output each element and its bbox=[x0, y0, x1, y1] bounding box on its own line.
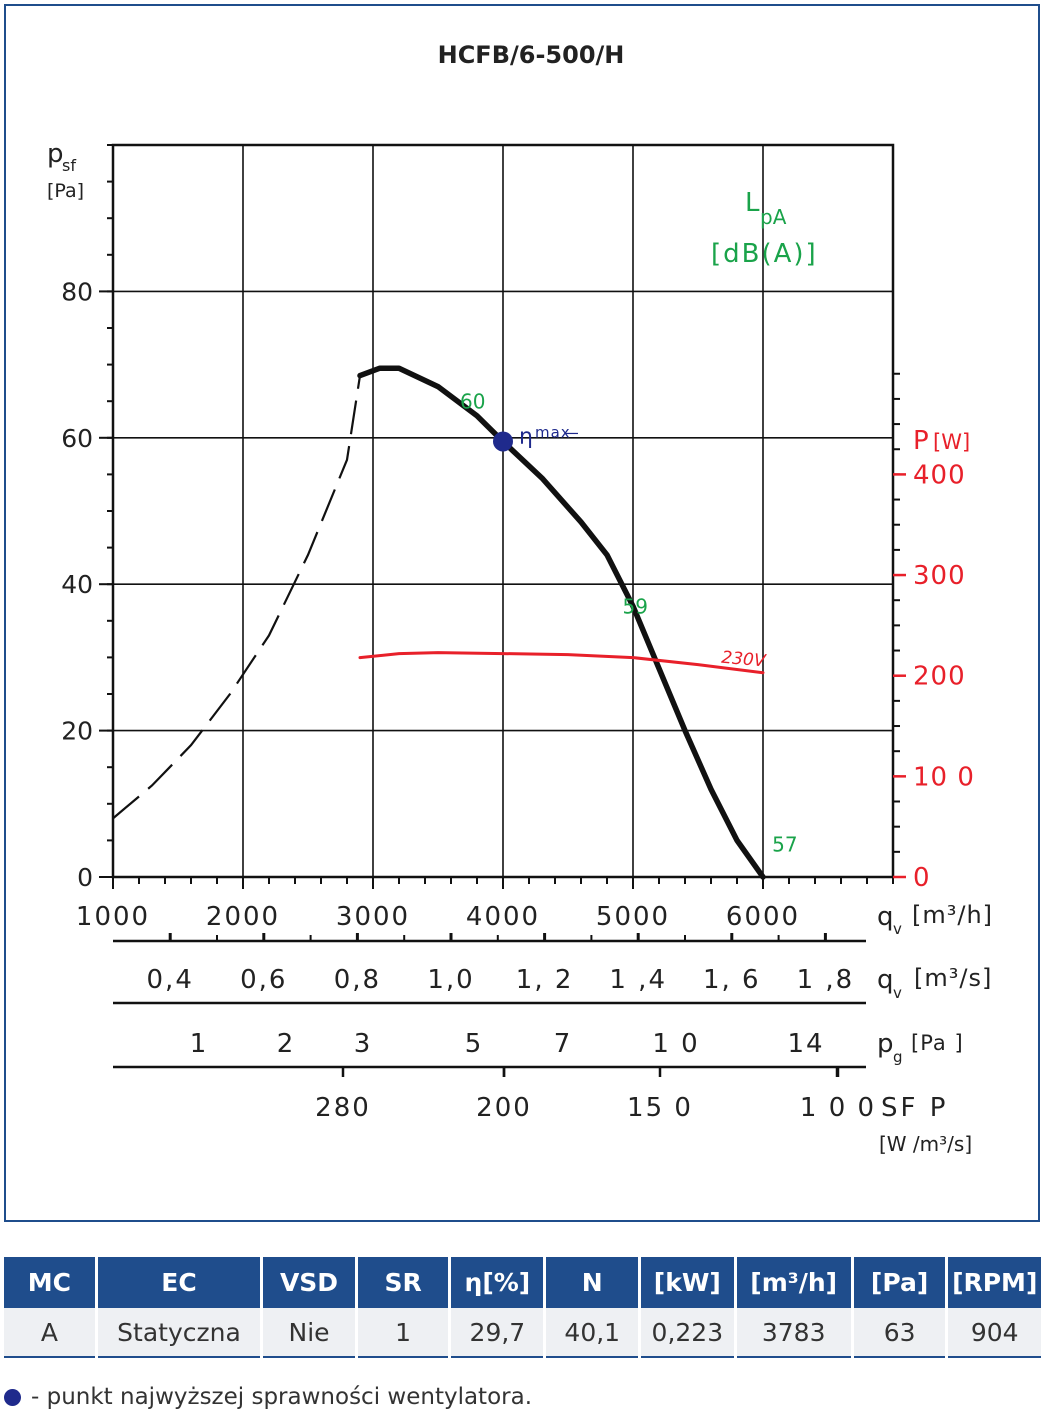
header-pa: [Pa] bbox=[852, 1257, 949, 1308]
x-tick-label: 4000 bbox=[466, 902, 540, 932]
x-tick-label: 6000 bbox=[726, 902, 800, 932]
x-tick-label: 5000 bbox=[596, 902, 670, 932]
extra-axis-unit: [W /m³/s] bbox=[879, 1132, 972, 1156]
chart-title: HCFB/6-500/H bbox=[438, 41, 625, 69]
unstable-curve bbox=[112, 375, 362, 820]
power-tick-label: 200 bbox=[913, 662, 966, 692]
extra-axis-tick-label: 1 bbox=[190, 1029, 209, 1059]
chart-frame bbox=[4, 4, 1040, 1222]
extra-axis-unit: [Pa ] bbox=[911, 1031, 964, 1055]
noise-value-label: 60 bbox=[460, 390, 485, 414]
cell-vsd: Nie bbox=[261, 1308, 358, 1358]
header-mc: MC bbox=[4, 1257, 98, 1308]
extra-axis-tick-label: 1, 6 bbox=[703, 965, 761, 995]
eta-max-label: η bbox=[519, 424, 533, 449]
cell-pa: 63 bbox=[852, 1308, 949, 1358]
cell-rpm: 904 bbox=[946, 1308, 1041, 1358]
eta-max-label-sub: max bbox=[535, 423, 571, 441]
eta-max-legend-icon bbox=[4, 1388, 21, 1406]
table-row: A Statyczna Nie 1 29,7 40,1 0,223 3783 6… bbox=[4, 1308, 1041, 1358]
extra-axis-label: q bbox=[877, 965, 894, 995]
y-tick-label: 0 bbox=[77, 863, 93, 892]
extra-axis-tick-label: 0,8 bbox=[334, 965, 381, 995]
x-axis-unit: [m³/h] bbox=[912, 901, 993, 929]
header-m3h: [m³/h] bbox=[735, 1257, 854, 1308]
power-curve bbox=[358, 651, 765, 675]
extra-axis-tick-label: 14 bbox=[787, 1029, 824, 1059]
power-axis-label: P bbox=[913, 426, 929, 456]
header-kw: [kW] bbox=[639, 1257, 737, 1308]
extra-axis-tick-label: 2 bbox=[277, 1029, 296, 1059]
footnote: - punkt najwyższej sprawności wentylator… bbox=[4, 1384, 532, 1410]
y-axis-label-sub: sf bbox=[62, 156, 76, 175]
extra-axis-tick-label: 1 0 bbox=[652, 1029, 699, 1059]
extra-axis-tick-label: 5 bbox=[465, 1029, 484, 1059]
cell-sr: 1 bbox=[356, 1308, 452, 1358]
extra-axis-tick-label: 1, 2 bbox=[516, 965, 574, 995]
extra-axis-tick-label: 0,4 bbox=[147, 965, 194, 995]
extra-axis-tick-label: 1,0 bbox=[427, 965, 474, 995]
x-tick-label: 1000 bbox=[76, 902, 150, 932]
x-axis-label: q bbox=[877, 902, 894, 932]
extra-axis-tick-label: 1 ,8 bbox=[797, 965, 855, 995]
header-eta: η[%] bbox=[449, 1257, 547, 1308]
x-tick-label: 2000 bbox=[206, 902, 280, 932]
extra-axis-unit: [m³/s] bbox=[914, 964, 992, 992]
extra-axis-tick-label: 15 0 bbox=[627, 1093, 693, 1123]
table-header-row: MC EC VSD SR η[%] N [kW] [m³/h] [Pa] [RP… bbox=[4, 1257, 1041, 1308]
cell-ec: Statyczna bbox=[96, 1308, 264, 1358]
y-tick-label: 20 bbox=[61, 717, 93, 746]
extra-axis-label: p bbox=[877, 1029, 894, 1059]
y-tick-label: 40 bbox=[61, 570, 93, 599]
noise-value-label: 57 bbox=[772, 832, 797, 856]
footnote-text: - punkt najwyższej sprawności wentylator… bbox=[31, 1384, 533, 1410]
power-tick-label: 400 bbox=[913, 460, 966, 490]
header-n: N bbox=[544, 1257, 642, 1308]
power-tick-label: 0 bbox=[913, 863, 931, 893]
power-axis-unit: [W] bbox=[933, 430, 970, 454]
y-tick-label: 80 bbox=[61, 277, 93, 306]
extra-axis-tick-label: 1 ,4 bbox=[609, 965, 667, 995]
extra-axis-tick-label: 0,6 bbox=[240, 965, 287, 995]
power-tick-label: 300 bbox=[913, 561, 966, 591]
power-tick-label: 10 0 bbox=[913, 762, 975, 792]
header-vsd: VSD bbox=[261, 1257, 358, 1308]
x-axis-label-sub: v bbox=[893, 920, 902, 938]
fan-data-table: MC EC VSD SR η[%] N [kW] [m³/h] [Pa] [RP… bbox=[4, 1257, 1041, 1358]
extra-axis-tick-label: 7 bbox=[554, 1029, 573, 1059]
y-axis-unit: [Pa] bbox=[47, 180, 84, 202]
extra-axis-label: SF P bbox=[881, 1093, 948, 1123]
noise-axis-unit: [dB(A)] bbox=[711, 239, 818, 269]
cell-eta: 29,7 bbox=[449, 1308, 547, 1358]
extra-axis-label-sub: v bbox=[893, 984, 902, 1002]
extra-axis-tick-label: 200 bbox=[476, 1093, 532, 1123]
extra-axis-tick-label: 280 bbox=[315, 1093, 371, 1123]
y-tick-label: 60 bbox=[61, 424, 93, 453]
power-curve-label: 230V bbox=[721, 648, 768, 672]
header-ec: EC bbox=[96, 1257, 264, 1308]
noise-axis-label: L bbox=[745, 188, 760, 218]
cell-m3h: 3783 bbox=[735, 1308, 854, 1358]
extra-axis-label-sub: g bbox=[893, 1048, 903, 1066]
noise-value-label: 59 bbox=[623, 594, 648, 618]
cell-n: 40,1 bbox=[544, 1308, 642, 1358]
cell-mc: A bbox=[4, 1308, 98, 1358]
extra-axis-tick-label: 1 0 0 bbox=[800, 1093, 876, 1123]
extra-axis-tick-label: 3 bbox=[354, 1029, 373, 1059]
x-tick-label: 3000 bbox=[336, 902, 410, 932]
noise-axis-label-sub: pA bbox=[760, 205, 787, 229]
cell-kw: 0,223 bbox=[639, 1308, 737, 1358]
pressure-curve bbox=[357, 365, 766, 880]
y-axis-label: p bbox=[47, 139, 64, 169]
eta-max-point bbox=[493, 431, 513, 452]
header-sr: SR bbox=[356, 1257, 452, 1308]
header-rpm: [RPM] bbox=[946, 1257, 1041, 1308]
